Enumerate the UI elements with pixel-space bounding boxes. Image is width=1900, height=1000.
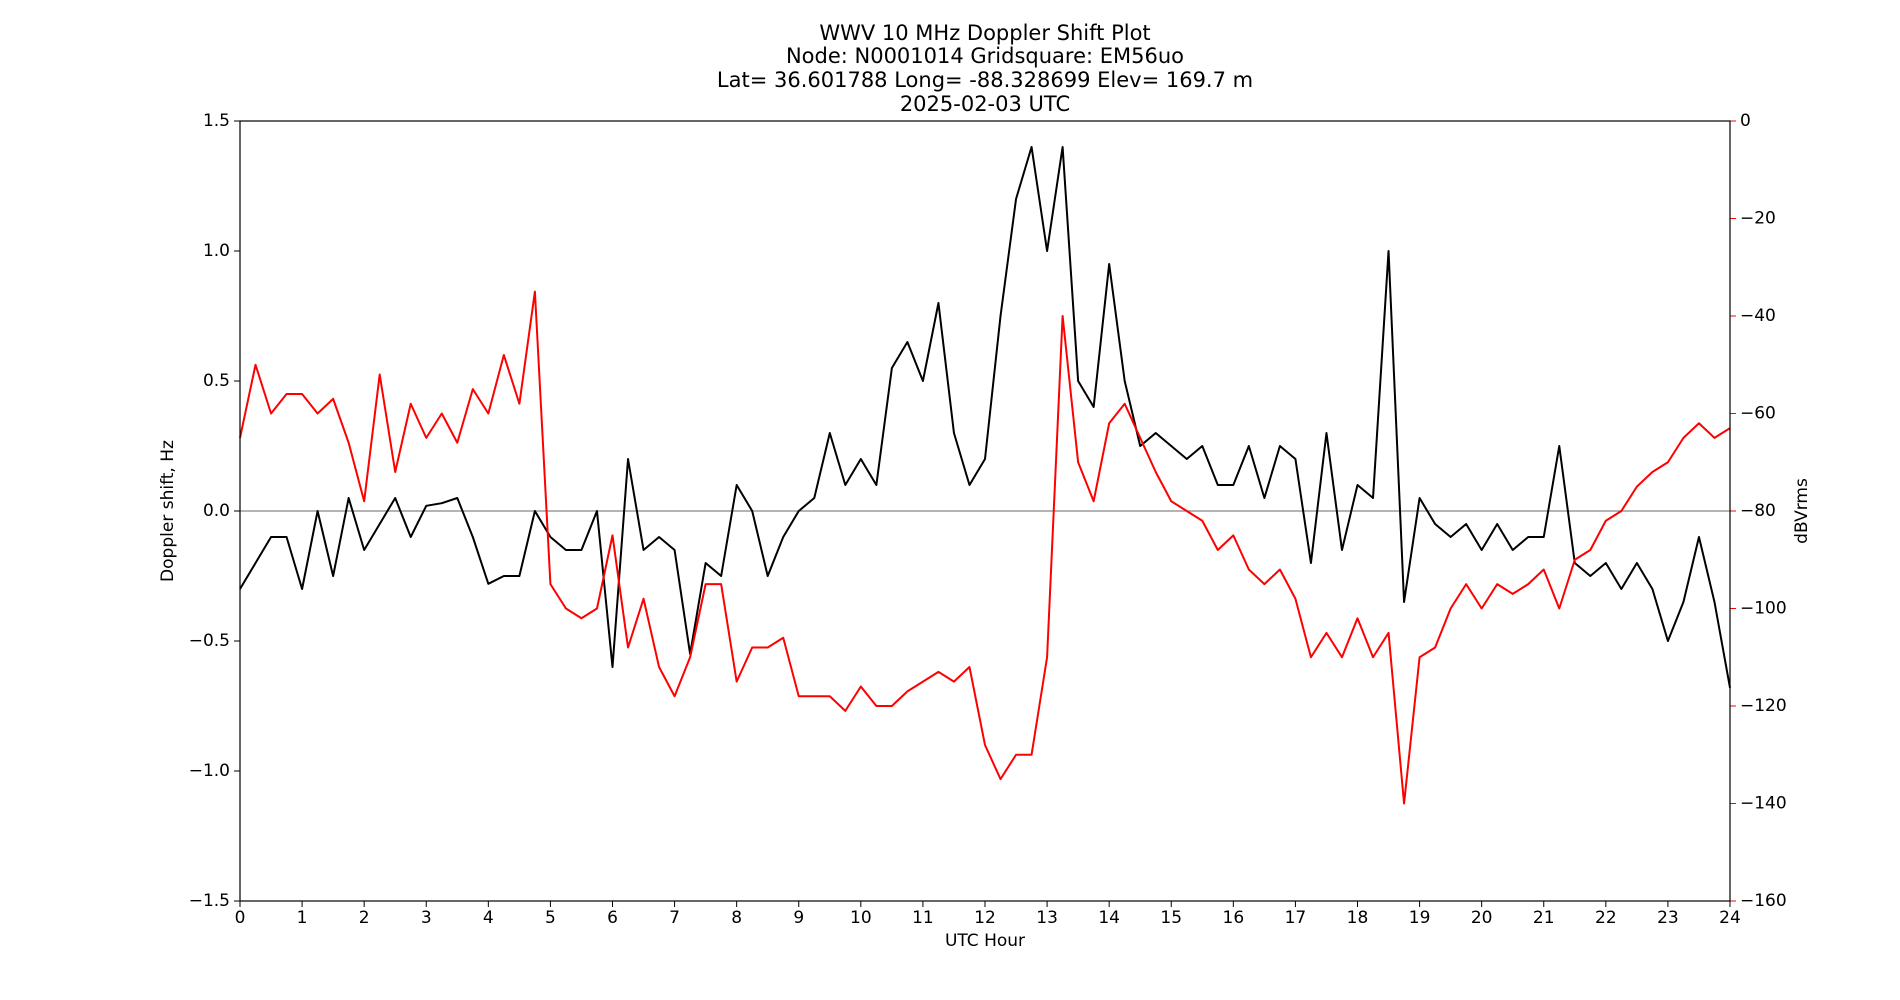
y2-tick-label: −40 <box>1740 306 1776 326</box>
x-tick-label: 4 <box>483 908 494 928</box>
data-line <box>239 146 1731 688</box>
x-tick-label: 17 <box>1285 908 1307 928</box>
chart-subtitle: Node: N0001014 Gridsquare: EM56uo <box>786 44 1184 68</box>
x-tick-label: 0 <box>235 908 246 928</box>
x-tick-label: 2 <box>359 908 370 928</box>
x-tick-label: 11 <box>912 908 934 928</box>
x-tick-label: 7 <box>669 908 680 928</box>
x-tick-label: 13 <box>1036 908 1058 928</box>
y2-tick-label: −140 <box>1740 794 1787 814</box>
x-axis-label: UTC Hour <box>945 931 1025 951</box>
x-tick-label: 20 <box>1471 908 1493 928</box>
x-tick-label: 12 <box>974 908 996 928</box>
chart-subtitle: Lat= 36.601788 Long= -88.328699 Elev= 16… <box>717 68 1253 92</box>
data-line <box>239 290 1731 805</box>
y2-axis-label: dBVrms <box>1792 478 1812 544</box>
y-tick-label: −0.5 <box>189 631 230 651</box>
x-tick-label: 10 <box>850 908 872 928</box>
x-tick-label: 24 <box>1719 908 1741 928</box>
x-tick-label: 5 <box>545 908 556 928</box>
y-tick-label: 0.5 <box>203 371 230 391</box>
chart-title: WWV 10 MHz Doppler Shift Plot <box>819 21 1150 45</box>
y-tick-label: −1.5 <box>189 891 230 911</box>
x-tick-label: 15 <box>1160 908 1182 928</box>
x-tick-label: 6 <box>607 908 618 928</box>
x-tick-label: 21 <box>1533 908 1555 928</box>
chart-subtitle: 2025-02-03 UTC <box>900 92 1070 116</box>
x-tick-label: 3 <box>421 908 432 928</box>
y2-tick-label: −100 <box>1740 599 1787 619</box>
x-tick-label: 9 <box>793 908 804 928</box>
x-tick-label: 14 <box>1098 908 1120 928</box>
y-tick-label: −1.0 <box>189 761 230 781</box>
y-tick-label: 1.5 <box>203 111 230 131</box>
x-tick-label: 8 <box>731 908 742 928</box>
y-axis-label: Doppler shift, Hz <box>158 440 178 582</box>
y2-tick-label: −20 <box>1740 209 1776 229</box>
y2-tick-label: −160 <box>1740 891 1787 911</box>
plot-frame <box>239 120 1731 902</box>
y2-tick-label: −120 <box>1740 696 1787 716</box>
y-tick-label: 1.0 <box>203 241 230 261</box>
y2-tick-label: −80 <box>1740 501 1776 521</box>
x-tick-label: 16 <box>1223 908 1245 928</box>
y2-tick-label: −60 <box>1740 404 1776 424</box>
x-tick-label: 18 <box>1347 908 1369 928</box>
y2-tick-label: 0 <box>1740 111 1751 131</box>
y-tick-label: 0.0 <box>203 501 230 521</box>
x-tick-label: 22 <box>1595 908 1617 928</box>
x-tick-label: 19 <box>1409 908 1431 928</box>
x-tick-label: 23 <box>1657 908 1679 928</box>
x-tick-label: 1 <box>297 908 308 928</box>
